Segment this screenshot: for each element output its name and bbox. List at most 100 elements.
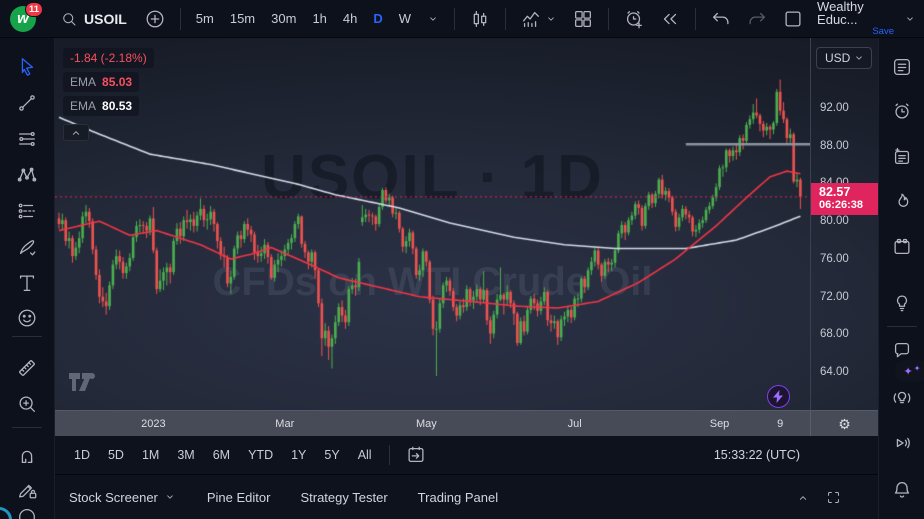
timeframe-D[interactable]: D [373, 11, 383, 26]
chart-style-button[interactable] [462, 4, 498, 34]
range-toolbar: 1D 5D 1M 3M 6M YTD 1Y 5Y All 15:33:22 (UTC) [55, 436, 878, 474]
tool-text[interactable] [12, 268, 42, 298]
tab-strategy-tester[interactable]: Strategy Tester [300, 490, 387, 505]
range-3m[interactable]: 3M [177, 448, 195, 462]
sidebar-ideas-button[interactable] [887, 288, 917, 318]
tool-zoom-in[interactable] [12, 389, 42, 419]
currency-select[interactable]: USD [816, 47, 872, 69]
layout-name-block[interactable]: Wealthy Educ... Save [817, 0, 894, 37]
expand-panel-icon[interactable] [795, 490, 811, 506]
tab-label: Stock Screener [69, 489, 158, 505]
tool-cursor[interactable] [12, 52, 42, 82]
create-alert-button[interactable] [616, 4, 652, 34]
bar-replay-button[interactable] [652, 4, 688, 34]
layout-select-button[interactable] [775, 4, 811, 34]
range-5d[interactable]: 5D [107, 448, 124, 462]
range-6m[interactable]: 6M [212, 448, 231, 462]
currency-label: USD [825, 51, 851, 65]
range-1y[interactable]: 1Y [291, 448, 307, 462]
timeframe-W[interactable]: W [398, 11, 412, 26]
layout-grid-button[interactable] [565, 4, 601, 34]
sidebar-watchlist-button[interactable] [887, 52, 917, 82]
indicator-row-ema-1[interactable]: EMA 80.53 [63, 96, 140, 116]
price-tick-88: 88.00 [820, 139, 849, 152]
tool-projection[interactable] [12, 196, 42, 226]
main-area: USOIL · 1D CFDs on WTI Crude Oil -1.84 (… [55, 38, 878, 519]
time-axis[interactable]: ⚙ 2023 Mar May Jul Sep 9 [55, 410, 878, 437]
corner-bubble [0, 507, 12, 519]
tab-stock-screener[interactable]: Stock Screener [69, 490, 177, 505]
toolbar-divider [454, 7, 456, 30]
sidebar-hotlists-button[interactable] [887, 187, 917, 217]
indicator-rows: EMA 85.03 EMA 80.53 [63, 72, 154, 116]
range-ytd[interactable]: YTD [248, 448, 274, 462]
chart-canvas[interactable] [55, 38, 810, 410]
chart-legend: -1.84 (-2.18%) EMA 85.03 EMA 80.53 [63, 48, 154, 141]
indicator-row-ema-0[interactable]: EMA 85.03 [63, 72, 140, 92]
sidebar-calendar-button[interactable] [887, 232, 917, 262]
maximize-panel-icon[interactable] [825, 489, 842, 506]
legend-collapse-button[interactable] [63, 124, 89, 141]
tool-more[interactable] [12, 502, 42, 519]
tool-magnet[interactable] [12, 440, 42, 470]
single-layout-icon [782, 8, 804, 30]
sidebar-notifications-button[interactable] [887, 475, 917, 505]
bar-countdown: 06:26:38 [819, 199, 864, 212]
range-1m[interactable]: 1M [141, 448, 160, 462]
ai-sparkles-badge[interactable]: ✦ ✦ [895, 360, 924, 382]
sidebar-chat-ai-button[interactable] [887, 336, 917, 366]
timeframe-5m[interactable]: 5m [195, 11, 214, 26]
server-clock[interactable]: 15:33:22 (UTC) [713, 448, 800, 462]
main-menu-button[interactable]: w 11 [0, 1, 46, 32]
top-toolbar: w 11 USOIL 5m 15m 30m 1h 4h D W [0, 0, 924, 38]
tool-fib-lines[interactable] [12, 124, 42, 154]
axis-settings-zone[interactable]: ⚙ [810, 411, 878, 437]
symbol-name: USOIL [84, 10, 127, 27]
last-price-value: 82.57 [819, 184, 851, 199]
go-to-date-icon [405, 444, 427, 466]
tradingview-logo-watermark[interactable] [68, 372, 98, 397]
range-all[interactable]: All [357, 448, 372, 462]
timeframe-1h[interactable]: 1h [312, 11, 327, 26]
indicators-button[interactable] [513, 4, 565, 34]
tool-draw-lock[interactable] [12, 475, 42, 505]
go-to-date-button[interactable] [398, 440, 434, 470]
sidebar-streams-button[interactable] [887, 428, 917, 458]
timeframe-30m[interactable]: 30m [271, 11, 297, 26]
sidebar-alerts-button[interactable] [887, 96, 917, 126]
panel-tabs: Stock Screener Pine Editor Strategy Tester… [69, 490, 528, 505]
notification-count-badge: 11 [24, 1, 43, 17]
tool-brush[interactable] [12, 232, 42, 262]
range-1d[interactable]: 1D [74, 448, 90, 462]
toolbar-divider [608, 7, 610, 30]
tab-trading-panel[interactable]: Trading Panel [418, 490, 498, 505]
symbol-search-button[interactable]: USOIL [46, 0, 137, 38]
symbol-change-row[interactable]: -1.84 (-2.18%) [63, 48, 154, 68]
chevron-down-icon [544, 12, 558, 26]
save-link[interactable]: Save [872, 26, 894, 38]
sidebar-live-ideas-button[interactable] [887, 383, 917, 413]
instant-trading-button[interactable] [767, 385, 790, 408]
drawing-toolbar [0, 38, 55, 519]
redo-button[interactable] [739, 4, 775, 34]
range-5y[interactable]: 5Y [324, 448, 340, 462]
toolbar-divider [505, 7, 507, 30]
timeframe-menu-button[interactable] [419, 4, 447, 34]
tool-trend-line[interactable] [12, 88, 42, 118]
layout-menu-chevron[interactable] [896, 4, 924, 34]
timeframe-15m[interactable]: 15m [229, 11, 256, 26]
tool-ruler[interactable] [12, 353, 42, 383]
gear-icon[interactable]: ⚙ [838, 415, 851, 432]
timeframe-4h[interactable]: 4h [342, 11, 358, 26]
chevron-up-icon [68, 125, 84, 141]
toolbar-divider [179, 7, 181, 30]
undo-button[interactable] [703, 4, 739, 34]
indicators-icon [520, 8, 542, 30]
tool-xabcd-pattern[interactable] [12, 160, 42, 190]
compare-add-symbol-button[interactable] [137, 4, 173, 34]
tool-emoji[interactable] [12, 303, 42, 333]
sidebar-news-button[interactable] [887, 142, 917, 172]
tab-pine-editor[interactable]: Pine Editor [207, 490, 271, 505]
chevron-down-icon [426, 12, 440, 26]
